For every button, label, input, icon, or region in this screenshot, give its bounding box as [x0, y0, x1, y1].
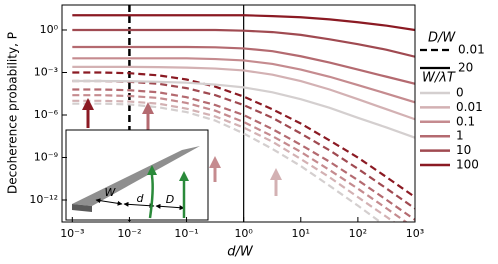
x-tick-label: 10³ — [406, 227, 424, 240]
dashed-line — [72, 102, 383, 222]
legend-label: 20 — [458, 61, 473, 75]
solid-line — [72, 28, 415, 58]
y-tick-label: 10⁰ — [40, 23, 59, 36]
dashed-line — [72, 88, 415, 221]
inset: W d D — [65, 129, 209, 221]
legend-label: 0.01 — [458, 43, 485, 57]
x-tick-label: 10⁻³ — [60, 227, 84, 240]
legend-title: D/W — [428, 31, 456, 46]
inset-label: W — [105, 186, 117, 199]
legend-label: 0.1 — [456, 114, 475, 128]
legend-label: 100 — [456, 158, 479, 172]
y-tick-label: 10⁻³ — [34, 65, 58, 78]
y-axis-label: Decoherence probability, P — [6, 32, 20, 194]
x-tick-label: 10⁻¹ — [174, 227, 198, 240]
dim-arrow — [155, 203, 185, 211]
solid-line — [72, 65, 415, 121]
legend-label: 0 — [456, 86, 464, 100]
solid-line — [72, 45, 415, 85]
solid-line — [72, 79, 415, 139]
path — [148, 175, 154, 219]
y-tick-label: 10⁻⁹ — [34, 150, 58, 163]
plot-frame — [61, 4, 416, 223]
legend-title: W/λT — [422, 71, 456, 86]
x-tick-label: 10⁰ — [234, 227, 253, 240]
legend-label: 10 — [456, 143, 471, 157]
solid-line — [72, 57, 415, 104]
x-axis-label: d/W — [227, 245, 254, 260]
strip-edge — [72, 204, 92, 212]
dashed-line — [72, 99, 396, 222]
dashed-line — [72, 71, 415, 199]
legend-label: 1 — [456, 129, 464, 143]
arrows — [82, 98, 282, 196]
inset-label: D — [166, 193, 174, 206]
y-tick-label: 10⁻⁶ — [34, 108, 59, 121]
plot-area — [72, 5, 415, 222]
dashed-line — [72, 94, 408, 222]
solid-line — [72, 14, 415, 32]
legend-label: 0.01 — [456, 100, 483, 114]
y-tick-label: 10⁻¹² — [29, 193, 58, 206]
x-tick-label: 10⁻² — [117, 227, 141, 240]
inset-label: d — [137, 192, 145, 205]
dim-arrow — [123, 201, 155, 209]
dim-arrow — [95, 198, 123, 206]
strip — [72, 146, 200, 206]
x-tick-label: 10¹ — [292, 227, 310, 240]
x-tick-label: 10² — [349, 227, 367, 240]
